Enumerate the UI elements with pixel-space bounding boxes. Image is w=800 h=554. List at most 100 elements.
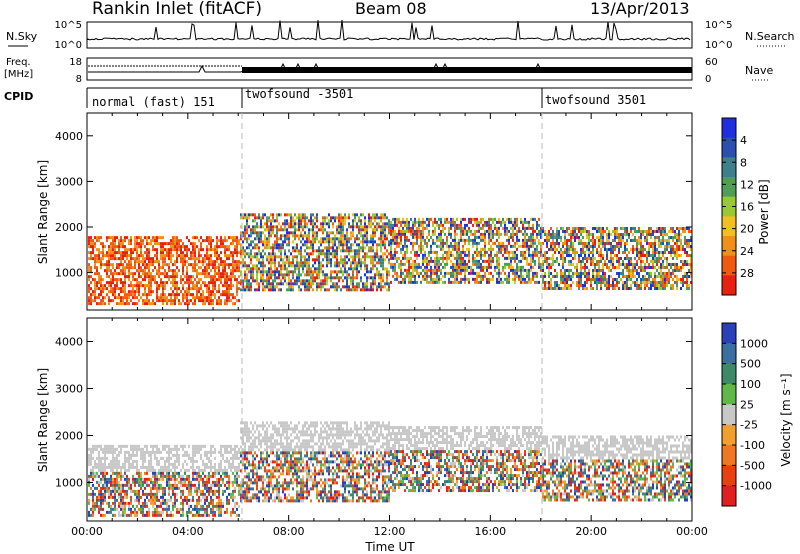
range-time-cell	[142, 459, 144, 463]
range-time-cell	[276, 216, 278, 220]
range-time-cell	[138, 480, 140, 484]
range-time-cell	[264, 237, 266, 241]
range-time-cell	[198, 281, 200, 285]
range-time-cell	[384, 240, 386, 244]
range-time-cell	[384, 234, 386, 238]
range-time-cell	[112, 248, 114, 252]
range-time-cell	[456, 265, 458, 269]
range-time-cell	[472, 277, 474, 281]
range-time-cell	[648, 248, 650, 252]
range-time-cell	[246, 228, 248, 232]
range-time-cell	[578, 275, 580, 279]
range-time-cell	[356, 285, 358, 289]
range-time-cell	[538, 259, 540, 263]
range-time-cell	[338, 222, 340, 226]
range-time-cell	[372, 255, 374, 259]
range-time-cell	[440, 247, 442, 251]
range-time-cell	[132, 462, 134, 466]
range-time-cell	[200, 245, 202, 249]
range-time-cell	[324, 246, 326, 250]
range-time-cell	[176, 239, 178, 243]
range-time-cell	[572, 236, 574, 240]
range-time-cell	[126, 251, 128, 255]
range-time-cell	[428, 223, 430, 227]
range-time-cell	[482, 274, 484, 278]
range-time-cell	[176, 248, 178, 252]
range-time-cell	[156, 287, 158, 291]
range-time-cell	[674, 269, 676, 273]
range-time-cell	[190, 287, 192, 291]
range-time-cell	[416, 268, 418, 272]
range-time-cell	[326, 273, 328, 277]
range-time-cell	[114, 296, 116, 300]
range-time-cell	[534, 250, 536, 254]
range-time-cell	[332, 237, 334, 241]
range-time-cell	[488, 232, 490, 236]
range-time-cell	[496, 232, 498, 236]
range-time-cell	[380, 288, 382, 292]
range-time-cell	[462, 256, 464, 260]
range-time-cell	[682, 284, 684, 288]
range-time-cell	[120, 444, 122, 448]
range-time-cell	[472, 217, 474, 221]
range-time-cell	[268, 216, 270, 220]
range-time-cell	[494, 223, 496, 227]
range-time-cell	[564, 284, 566, 288]
range-time-cell	[206, 263, 208, 267]
range-time-cell	[246, 252, 248, 256]
range-time-cell	[232, 269, 234, 273]
range-time-cell	[590, 284, 592, 288]
range-time-cell	[294, 219, 296, 223]
range-time-cell	[332, 255, 334, 259]
range-time-cell	[514, 226, 516, 230]
range-time-cell	[118, 287, 120, 291]
range-time-cell	[568, 272, 570, 276]
range-time-cell	[100, 498, 102, 502]
range-time-cell	[332, 246, 334, 250]
range-time-cell	[102, 513, 104, 517]
range-time-cell	[370, 225, 372, 229]
range-time-cell	[440, 235, 442, 239]
range-time-cell	[434, 229, 436, 233]
range-time-cell	[92, 495, 94, 499]
range-time-cell	[580, 260, 582, 264]
range-time-cell	[484, 229, 486, 233]
range-time-cell	[550, 284, 552, 288]
range-time-cell	[260, 279, 262, 283]
range-time-cell	[298, 273, 300, 277]
range-time-cell	[126, 501, 128, 505]
range-time-cell	[270, 285, 272, 289]
range-time-cell	[180, 245, 182, 249]
range-time-cell	[306, 222, 308, 226]
range-time-cell	[664, 227, 666, 231]
range-time-cell	[154, 278, 156, 282]
range-time-cell	[304, 279, 306, 283]
range-time-cell	[456, 271, 458, 275]
range-time-cell	[528, 223, 530, 227]
range-time-cell	[132, 287, 134, 291]
range-time-cell	[480, 274, 482, 278]
range-time-cell	[110, 468, 112, 472]
range-time-cell	[110, 480, 112, 484]
range-time-cell	[592, 257, 594, 261]
range-time-cell	[488, 259, 490, 263]
range-time-cell	[582, 248, 584, 252]
range-time-cell	[338, 231, 340, 235]
range-time-cell	[258, 258, 260, 262]
range-time-cell	[680, 266, 682, 270]
range-time-cell	[662, 281, 664, 285]
range-time-cell	[404, 235, 406, 239]
range-time-cell	[248, 225, 250, 229]
range-time-cell	[614, 230, 616, 234]
range-time-cell	[220, 293, 222, 297]
range-time-cell	[490, 271, 492, 275]
range-time-cell	[344, 258, 346, 262]
range-time-cell	[340, 249, 342, 253]
range-time-cell	[656, 230, 658, 234]
range-time-cell	[584, 251, 586, 255]
range-time-cell	[406, 256, 408, 260]
nsearch-bottom-tick: 10^0	[705, 40, 732, 51]
range-time-cell	[220, 251, 222, 255]
range-time-cell	[202, 257, 204, 261]
range-time-cell	[472, 241, 474, 245]
